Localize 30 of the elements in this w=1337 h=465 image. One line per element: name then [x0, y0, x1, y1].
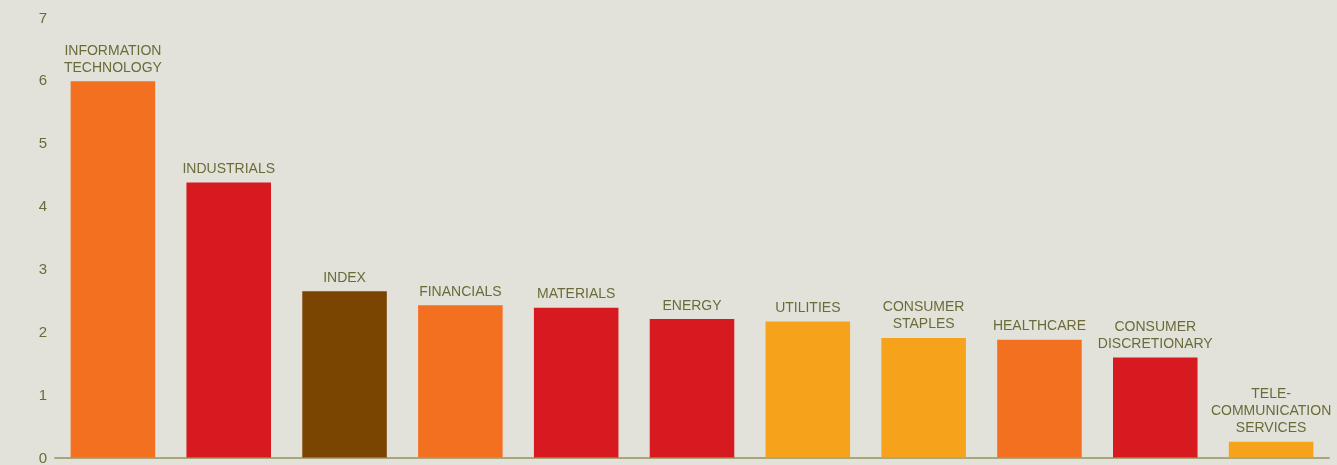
x-tick-label: CONSUMER DISCRETIONARY: [1097, 317, 1214, 351]
x-tick-label: FINANCIALS: [419, 282, 502, 299]
y-tick-label: 0: [38, 449, 47, 465]
y-tick-label: 2: [38, 323, 47, 341]
bar: [765, 321, 851, 458]
bar: [186, 182, 271, 458]
bar: [1113, 357, 1198, 458]
bar: [881, 337, 966, 458]
bar: [70, 81, 156, 458]
x-tick-label: HEALTHCARE: [992, 317, 1086, 334]
bar: [418, 305, 503, 458]
x-tick-label: MATERIALS: [537, 285, 616, 302]
y-tick-label: 4: [38, 197, 47, 215]
bar: [1228, 441, 1314, 458]
y-tick-label: 6: [38, 71, 47, 89]
bar: [533, 307, 619, 458]
x-tick-label: INDUSTRIALS: [182, 160, 276, 176]
x-tick-label: TELE- COMMUNICATION SERVICES: [1210, 385, 1332, 436]
x-tick-label: UTILITIES: [775, 299, 841, 316]
x-tick-label: ENERGY: [662, 296, 723, 313]
bar: [649, 319, 735, 458]
bar: [997, 339, 1082, 458]
x-tick-label: INFORMATION TECHNOLOGY: [63, 41, 163, 75]
y-tick-label: 1: [38, 386, 47, 404]
y-tick-label: 3: [38, 260, 47, 278]
x-tick-label: INDEX: [323, 268, 367, 285]
y-tick-label: 5: [38, 134, 47, 152]
x-tick-label: CONSUMER STAPLES: [882, 298, 965, 332]
bar: [302, 291, 387, 458]
y-tick-label: 7: [38, 8, 47, 26]
